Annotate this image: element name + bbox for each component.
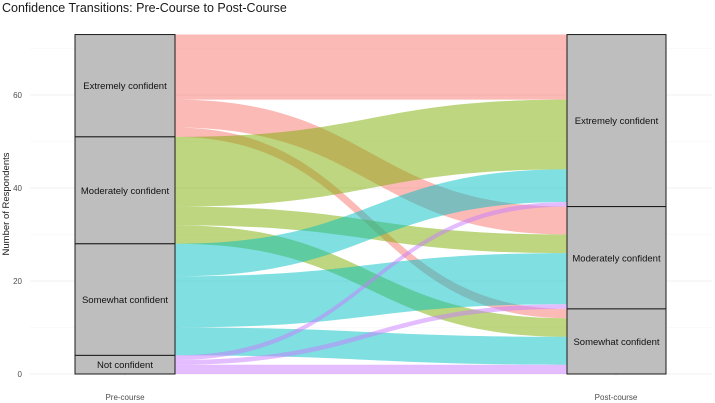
stratum-label-pre-moderately-confident: Moderately confident [81, 186, 170, 197]
stratum-label-post-somewhat-confident: Somewhat confident [573, 337, 659, 348]
flow-moderately-confident-to-extremely-confident [175, 99, 567, 207]
stratum-layer: Extremely confident Moderately confident S… [74, 34, 667, 375]
y-axis-ticks: 0 20 40 60 [13, 91, 22, 379]
stratum-label-pre-somewhat-confident: Somewhat confident [82, 295, 168, 306]
stratum-label-pre-extremely-confident: Extremely confident [83, 81, 167, 92]
y-axis-label: Number of Respondents [1, 152, 12, 255]
flow-not-confident-to-extremely-confident [175, 201, 567, 361]
flow-layer [175, 34, 567, 374]
y-tick-label: 20 [13, 277, 22, 286]
stratum-label-post-extremely-confident: Extremely confident [575, 116, 659, 127]
stratum-pre-moderately-confident [74, 136, 176, 245]
stratum-label-pre-not-confident: Not confident [97, 360, 153, 371]
chart-title: Confidence Transitions: Pre-Course to Po… [2, 1, 287, 15]
flow-not-confident-to-moderately-confident [175, 304, 567, 365]
stratum-pre-not-confident [74, 354, 176, 375]
flow-not-confident-to-somewhat-confident [175, 364, 567, 374]
flow-somewhat-confident-to-moderately-confident [175, 253, 567, 328]
flow-somewhat-confident-to-extremely-confident [175, 169, 567, 277]
stratum-post-somewhat-confident [566, 308, 667, 375]
stratum-label-post-moderately-confident: Moderately confident [572, 253, 661, 264]
stratum-pre-somewhat-confident [74, 243, 176, 356]
y-tick-label: 60 [13, 91, 22, 100]
stratum-post-extremely-confident [566, 34, 667, 208]
x-axis-label-post: Post-course [595, 393, 638, 402]
y-tick-label: 40 [13, 184, 22, 193]
flow-extremely-confident-to-extremely-confident [175, 34, 567, 100]
y-tick-label: 0 [18, 370, 23, 379]
x-axis-label-pre: Pre-course [105, 393, 145, 402]
